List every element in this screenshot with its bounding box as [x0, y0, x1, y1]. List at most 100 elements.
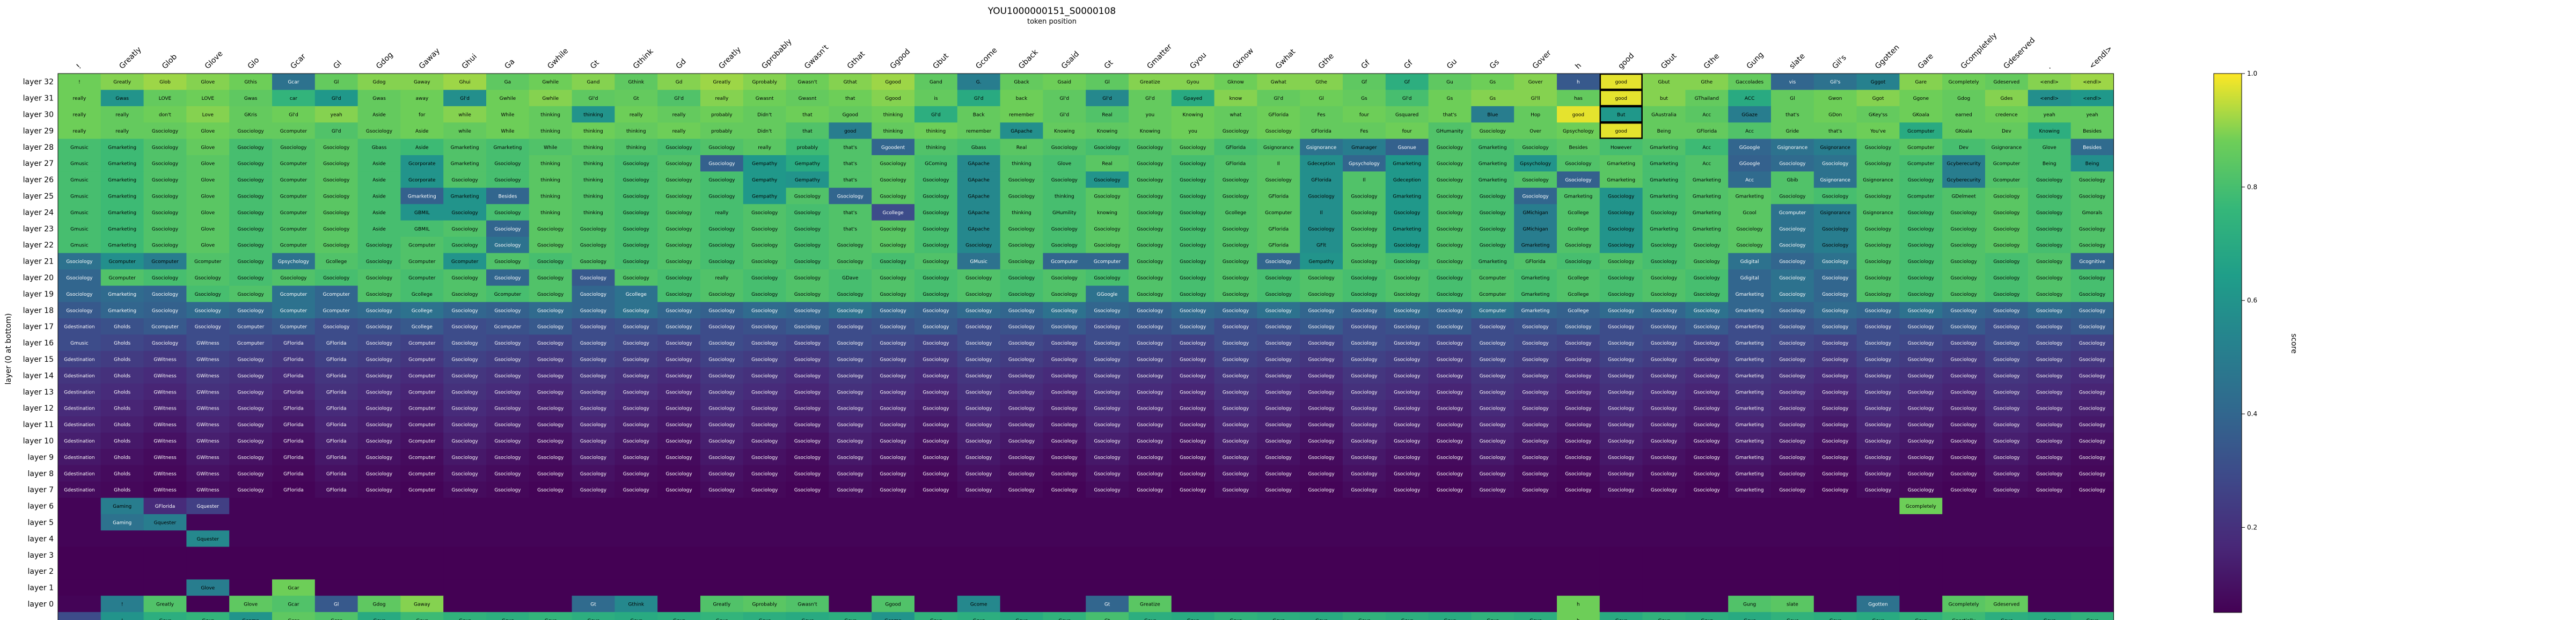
heatmap-cell [1685, 138, 1729, 156]
cell-label: Gsociology [2079, 276, 2106, 281]
x-tick-label: Gover [1531, 49, 1553, 71]
cell-label: Gsociology [880, 276, 907, 281]
heatmap-cell [572, 187, 615, 205]
heatmap-cell [357, 122, 401, 140]
heatmap-cell [186, 595, 230, 612]
cell-label: yeah [331, 113, 342, 118]
heatmap-cell [1086, 171, 1129, 188]
heatmap-cell [1300, 449, 1343, 466]
cell-label: <endl> [2040, 96, 2059, 101]
heatmap-cell [572, 514, 615, 531]
heatmap-cell [100, 220, 144, 237]
cell-label: Gsociology [323, 210, 350, 216]
heatmap-cell [100, 122, 144, 140]
heatmap-cell [400, 138, 444, 156]
cell-label: thinking [583, 210, 603, 216]
cell-label: Gthis [244, 80, 257, 85]
cell-label: Gsociology [1223, 259, 1249, 265]
heatmap-cell [443, 432, 487, 449]
heatmap-cell [2028, 595, 2072, 612]
cell-label: Gsociology [452, 471, 479, 477]
heatmap-cell [1514, 612, 1557, 620]
heatmap-cell [229, 269, 273, 286]
cell-label: Gsociology [238, 455, 265, 461]
cell-label: Gsociology [708, 292, 735, 297]
heatmap-cell [2070, 237, 2114, 253]
cell-label: Gl [1104, 80, 1109, 85]
cell-label: Gsociology [1437, 178, 1463, 183]
heatmap-cell [1771, 449, 1814, 466]
cell-label: GFlorida [283, 439, 304, 444]
cell-label: Gmarketing [1736, 341, 1764, 346]
cell-label: Gsociology [195, 325, 222, 330]
cell-label: thinking [626, 145, 646, 150]
heatmap-cell [1899, 351, 1943, 368]
cell-label: Gsociology [923, 439, 949, 444]
cell-label: Gsociology [1608, 358, 1635, 363]
heatmap-cell [143, 416, 187, 433]
cell-label: Gsociology [1779, 341, 1806, 346]
heatmap-cell [786, 155, 829, 172]
heatmap-cell [1642, 220, 1686, 237]
heatmap-cell [1385, 318, 1429, 335]
heatmap-cell [957, 90, 1001, 107]
cell-label: Gsociology [1651, 243, 1678, 249]
heatmap-cell [1899, 318, 1943, 335]
heatmap-cell [1214, 334, 1257, 352]
heatmap-cell [100, 318, 144, 335]
heatmap-cell [143, 187, 187, 205]
heatmap-cell [229, 400, 273, 417]
cell-label: Gcomputer [109, 276, 136, 281]
cell-label: Gsociology [1394, 390, 1421, 395]
cell-label: Real [1102, 113, 1112, 118]
heatmap-cell [529, 171, 573, 188]
heatmap-cell [1514, 595, 1557, 612]
heatmap-cell [100, 579, 144, 596]
heatmap-cell [486, 383, 530, 400]
heatmap-cell [1557, 595, 1600, 612]
heatmap-cell [2028, 220, 2072, 237]
cell-label: Gsociology [1480, 488, 1506, 493]
cell-label: Gsociology [580, 341, 607, 346]
heatmap-cell [1771, 416, 1814, 433]
cell-label: Gsociology [195, 276, 222, 281]
heatmap-cell [1086, 449, 1129, 466]
cell-label: Gcomputer [1094, 259, 1121, 265]
heatmap-cell [1771, 383, 1814, 400]
cell-label: Gsociology [323, 325, 350, 330]
cell-label: Gsociology [1394, 292, 1421, 297]
cell-label: Gsociology [152, 308, 179, 313]
cell-label: Gl'd [289, 113, 298, 118]
heatmap-cell [1856, 187, 1900, 205]
cell-label: Gsociology [623, 259, 650, 265]
heatmap-cell [1514, 432, 1557, 449]
heatmap-cell [1300, 514, 1343, 531]
heatmap-cell [1942, 122, 1986, 140]
heatmap-cell [1557, 302, 1600, 319]
cell-label: Gsociology [2079, 471, 2106, 477]
heatmap-cell [1813, 122, 1857, 140]
heatmap-cell [957, 122, 1001, 140]
heatmap-cell [829, 546, 872, 564]
cell-label: GFlorida [1525, 259, 1546, 265]
cell-label: Gsociology [366, 406, 393, 412]
heatmap-cell [1129, 253, 1172, 270]
heatmap-cell [1129, 563, 1172, 580]
cell-label: Gsociology [1394, 455, 1421, 461]
heatmap-cell [1000, 122, 1043, 140]
cell-label: thinking [883, 129, 903, 134]
heatmap-cell [1428, 432, 1472, 449]
cell-label: Gour [416, 618, 428, 620]
heatmap-cell [786, 546, 829, 564]
cell-label: Gsociology [1651, 488, 1678, 493]
cell-label: Gsociology [366, 292, 393, 297]
cell-label: Gcollege [1568, 227, 1589, 232]
cell-label: Gsociology [1180, 341, 1206, 346]
heatmap-cell [1985, 612, 2029, 620]
heatmap-cell [1300, 416, 1343, 433]
heatmap-cell [143, 138, 187, 156]
heatmap-cell [1043, 482, 1086, 498]
heatmap-cell [957, 334, 1001, 352]
cell-label: Gsociology [1480, 129, 1506, 134]
heatmap-cell [357, 106, 401, 123]
